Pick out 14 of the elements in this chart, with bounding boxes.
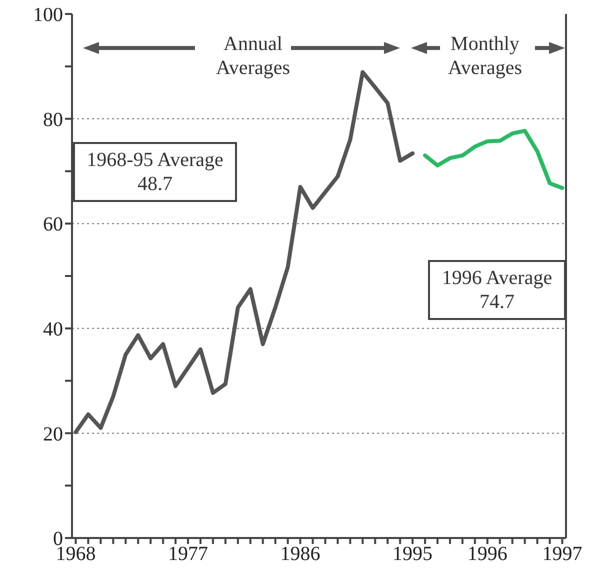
annotation: 1996 Average 74.7 — [428, 260, 566, 320]
y-tick-label: 60 — [43, 214, 63, 236]
x-tick-label: 1977 — [168, 543, 208, 566]
annotation: 1968-95 Average 48.7 — [73, 142, 237, 202]
y-tick-label: 100 — [33, 4, 63, 26]
x-tick-label: 1997 — [542, 543, 582, 566]
x-tick-label: 1996 — [467, 543, 508, 566]
annotation: Monthly Averages — [446, 32, 524, 80]
annotation: Annual Averages — [214, 32, 292, 80]
x-tick-label: 1995 — [392, 543, 433, 566]
x-tick-label: 1986 — [280, 543, 320, 566]
y-tick-label: 40 — [43, 318, 63, 340]
y-tick-label: 20 — [43, 423, 63, 446]
y-tick-label: 80 — [43, 108, 63, 131]
